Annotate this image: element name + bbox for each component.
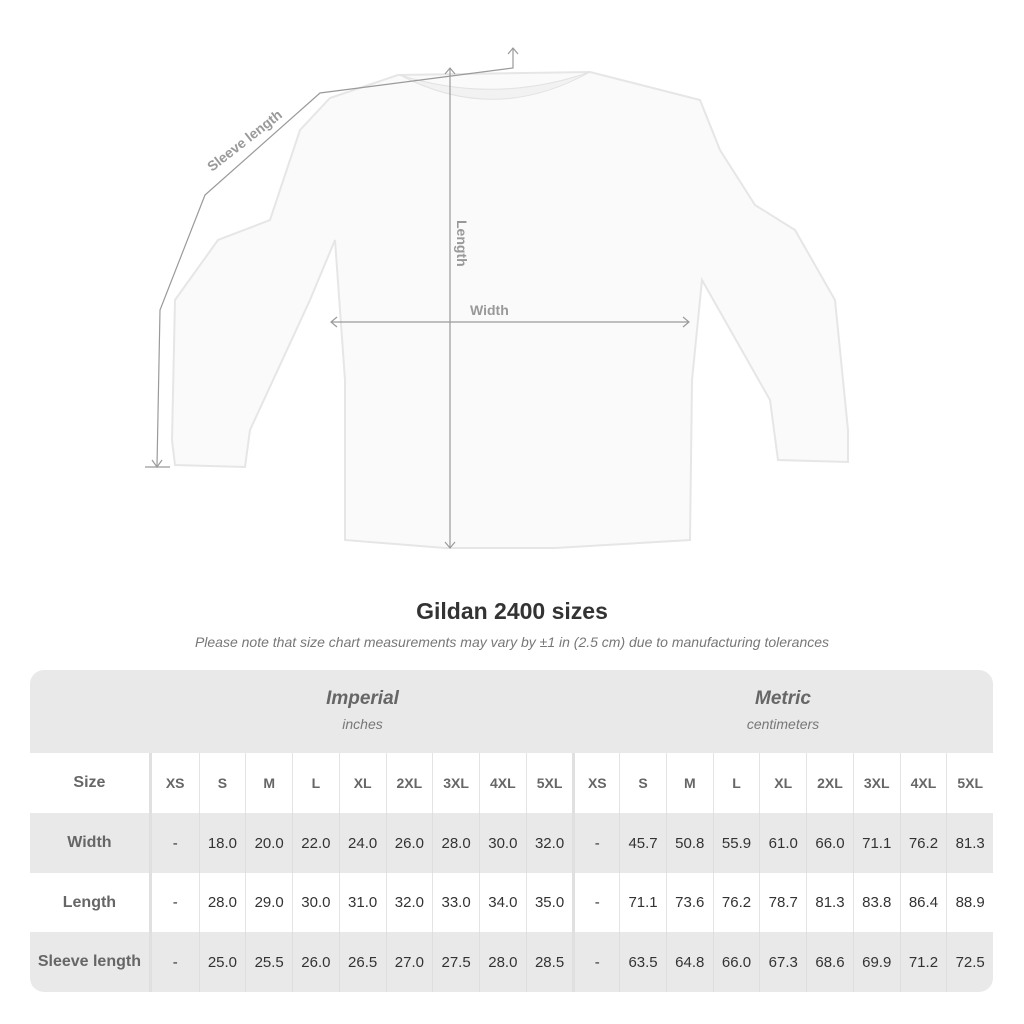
- table-cell: 22.0: [292, 813, 339, 873]
- size-header-cell: XS: [572, 753, 619, 813]
- group-name: Imperial: [326, 688, 399, 709]
- table-cell: 26.5: [338, 932, 386, 992]
- table-cell: 28.0: [432, 813, 479, 873]
- table-cell: 67.3: [759, 932, 806, 992]
- table-row: Sleeve length -25.0 25.5 26.0 26.5 27.0 27.5 28…: [30, 932, 993, 992]
- row-label: Length: [30, 873, 152, 932]
- table-cell: 34.0: [478, 873, 526, 932]
- table-cell: 69.9: [852, 932, 900, 992]
- sleeve-length-line: [156, 48, 514, 467]
- table-cell: 73.6: [665, 873, 713, 932]
- table-cell: 45.7: [619, 813, 666, 873]
- group-unit: centimeters: [746, 716, 820, 732]
- table-cell: -: [172, 834, 178, 852]
- sleeve-length-label: Sleeve length: [204, 106, 285, 174]
- table-cell: 71.1: [619, 873, 666, 932]
- table-cell: 76.2: [899, 813, 947, 873]
- size-header-cell: 2XL: [385, 753, 433, 813]
- table-cell: 68.6: [806, 932, 853, 992]
- table-cell: 78.7: [759, 873, 806, 932]
- table-cell: 50.8: [665, 813, 713, 873]
- size-header-cell: XS: [165, 775, 185, 791]
- table-cell: 18.0: [198, 813, 246, 873]
- table-cell: 30.0: [292, 873, 339, 932]
- table-cell: 81.3: [946, 813, 993, 873]
- table-cell: -: [172, 894, 178, 911]
- table-cell: 71.2: [899, 932, 947, 992]
- size-header-cell: S: [619, 753, 666, 813]
- table-cell: 81.3: [806, 873, 853, 932]
- size-header-cell: 4XL: [899, 753, 947, 813]
- table-cell: 30.0: [478, 813, 526, 873]
- size-header-cell: M: [245, 753, 292, 813]
- table-cell: 27.0: [385, 932, 433, 992]
- table-cell: 76.2: [712, 873, 760, 932]
- table-cell: 63.5: [619, 932, 666, 992]
- table-cell: -: [572, 932, 619, 992]
- size-header-cell: L: [712, 753, 760, 813]
- size-header-cell: 3XL: [432, 753, 479, 813]
- size-header-cell: 2XL: [806, 753, 853, 813]
- table-cell: -: [572, 813, 619, 873]
- table-cell: 32.0: [525, 813, 573, 873]
- table-cell: 83.8: [852, 873, 900, 932]
- table-cell: 33.0: [432, 873, 479, 932]
- table-row: Width -18.0 20.0 22.0 24.0 26.0 28.0 30.0 32.0-4…: [30, 813, 993, 873]
- table-cell: 32.0: [385, 873, 433, 932]
- table-cell: 24.0: [338, 813, 386, 873]
- shirt-body: [170, 70, 849, 549]
- table-cell: 26.0: [385, 813, 433, 873]
- tolerance-note: Please note that size chart measurements…: [194, 634, 830, 650]
- table-cell: 31.0: [338, 873, 386, 932]
- length-label: Length: [454, 220, 470, 267]
- table-cell: 86.4: [899, 873, 947, 932]
- shirt-illustration: Sleeve length Length Width: [145, 47, 849, 549]
- size-table: Imperial inches Metric centimeters Size X…: [30, 670, 993, 992]
- table-cell: -: [172, 953, 178, 971]
- size-header-cell: S: [198, 753, 246, 813]
- table-cell: 29.0: [245, 873, 292, 932]
- table-cell: 26.0: [292, 932, 339, 992]
- table-cell: 28.5: [525, 932, 573, 992]
- size-header-cell: 5XL: [525, 753, 573, 813]
- collar: [399, 71, 591, 100]
- size-header-cell: 4XL: [478, 753, 526, 813]
- page-title: Gildan 2400 sizes: [416, 598, 608, 624]
- size-header-cell: 5XL: [946, 753, 993, 813]
- size-header-cell: XL: [759, 753, 806, 813]
- group-name: Metric: [755, 688, 811, 709]
- table-cell: 25.5: [245, 932, 292, 992]
- size-header-cell: L: [292, 753, 339, 813]
- table-cell: -: [572, 873, 619, 932]
- table-row: Length -28.0 29.0 30.0 31.0 32.0 33.0 34.0 35.0-…: [30, 873, 993, 932]
- size-header-row: Size XS S M L XL 2XL 3XL 4XL 5XL XS S M L XL 2XL 3XL 4XL 5…: [30, 753, 993, 813]
- table-cell: 88.9: [946, 873, 993, 932]
- table-cell: 64.8: [665, 932, 713, 992]
- table-cell: 55.9: [712, 813, 760, 873]
- table-cell: 66.0: [712, 932, 760, 992]
- width-label: Width: [470, 302, 509, 318]
- table-cell: 25.0: [198, 932, 246, 992]
- group-unit: inches: [342, 716, 383, 732]
- table-cell: 35.0: [525, 873, 573, 932]
- size-header-cell: 3XL: [852, 753, 900, 813]
- row-label: Sleeve length: [30, 932, 152, 992]
- table-cell: 20.0: [245, 813, 292, 873]
- table-cell: 71.1: [852, 813, 900, 873]
- table-cell: 72.5: [946, 932, 993, 992]
- table-cell: 27.5: [432, 932, 479, 992]
- table-cell: 28.0: [198, 873, 246, 932]
- table-cell: 66.0: [806, 813, 853, 873]
- row-label: Width: [30, 813, 152, 873]
- table-cell: 61.0: [759, 813, 806, 873]
- row-label: Size: [30, 753, 152, 813]
- size-header-cell: M: [665, 753, 713, 813]
- metric-header: Metric centimeters: [573, 670, 993, 753]
- size-header-cell: XL: [338, 753, 386, 813]
- table-cell: 28.0: [478, 932, 526, 992]
- imperial-header: Imperial inches: [152, 670, 573, 753]
